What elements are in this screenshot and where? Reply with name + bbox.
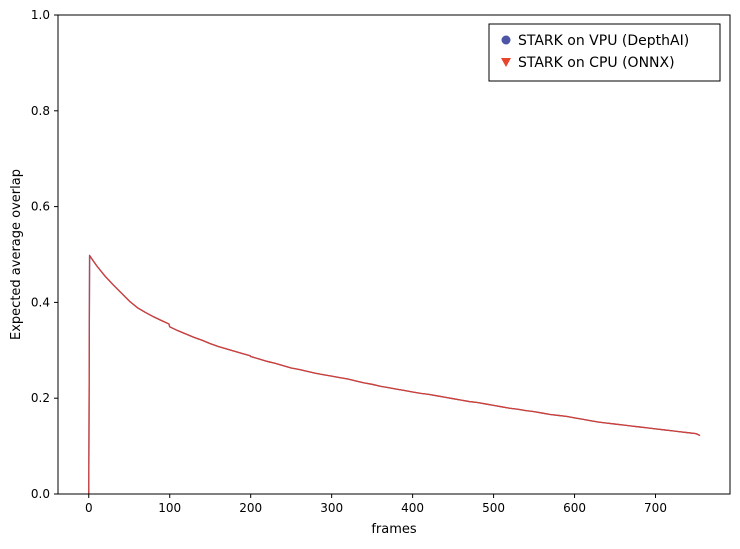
x-axis-label: frames [371, 522, 417, 537]
x-tick-label: 600 [563, 501, 586, 515]
y-tick-label: 0.8 [31, 104, 50, 118]
y-axis: 0.0 0.2 0.4 0.6 0.8 1.0 [31, 8, 58, 501]
y-axis-label: Expected average overlap [9, 169, 24, 340]
series-layer [88, 254, 701, 495]
y-tick-label: 0.2 [31, 391, 50, 405]
x-tick-label: 200 [239, 501, 262, 515]
axes-frame [57, 14, 731, 495]
legend-marker-triangle [501, 58, 511, 67]
y-tick-label: 0.4 [31, 295, 50, 309]
legend-label: STARK on CPU (ONNX) [518, 55, 675, 71]
x-tick-label: 400 [401, 501, 424, 515]
x-tick-label: 500 [482, 501, 505, 515]
legend-label: STARK on VPU (DepthAI) [518, 33, 689, 49]
y-tick-label: 0.0 [31, 487, 50, 501]
y-tick-label: 0.6 [31, 200, 50, 214]
x-tick-label: 0 [85, 501, 93, 515]
x-tick-label: 700 [644, 501, 667, 515]
x-tick-label: 300 [320, 501, 343, 515]
x-axis: 0 100 200 300 400 500 600 700 [85, 494, 667, 515]
legend: STARK on VPU (DepthAI) STARK on CPU (ONNX… [488, 23, 721, 82]
legend-box [488, 23, 721, 82]
legend-marker-circle [501, 35, 511, 45]
series-line-1 [88, 254, 701, 495]
y-tick-label: 1.0 [31, 8, 50, 22]
x-tick-label: 100 [158, 501, 181, 515]
